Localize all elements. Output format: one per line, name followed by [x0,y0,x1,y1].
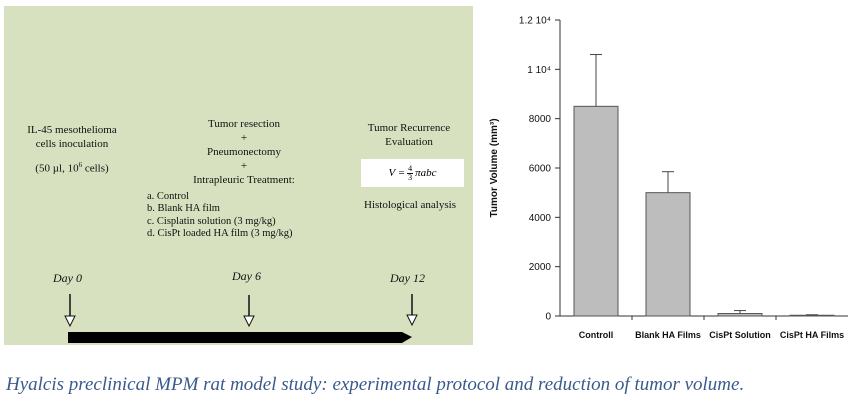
y-tick-label: 8000 [529,114,552,125]
y-tick-label: 2000 [529,262,552,273]
bar [645,192,691,317]
surgery-step: Tumor resection + Pneumonectomy + Intrap… [179,117,309,187]
figure-caption: Hyalcis preclinical MPM rat model study:… [6,374,745,395]
category-label: CisPt Solution [709,330,771,340]
y-axis-label: Tumor Volume (mm³) [489,118,500,217]
chart-panel: 0 2000 4000 6000 8000 1 10⁴ 1.2 10⁴ Tumor Volum… [478,6,852,345]
histology-label: Histological analysis [364,199,456,211]
day-6-label: Day 6 [232,269,261,283]
y-tick-label: 1 10⁴ [527,65,551,76]
y-tick-label: 4000 [529,213,552,224]
inoculation-line-1: IL-45 mesothelioma [27,124,117,136]
treatment-item: d. CisPt loaded HA film (3 mg/kg) [147,228,293,240]
evaluation-line-1: Tumor Recurrence [367,122,451,134]
category-label: Blank HA Films [635,330,701,340]
treatment-item: a. Control [147,191,189,202]
day-0-label: Day 0 [53,271,82,285]
day-12-label: Day 12 [390,271,425,285]
surgery-line: Pneumonectomy [207,146,281,158]
evaluation-step: Tumor Recurrence Evaluation [354,121,464,149]
y-tick-label: 0 [545,312,551,323]
surgery-line: Intrapleuric Treatment: [193,174,295,186]
category-label: CisPt HA Films [780,330,844,340]
y-tick-label: 1.2 10⁴ [519,16,551,27]
treatment-item: c. Cisplatin solution (3 mg/kg) [147,215,276,227]
evaluation-line-2: Evaluation [385,136,433,148]
tumor-volume-formula: V = 4 3 πabc [361,159,464,187]
bar-chart: 0 2000 4000 6000 8000 1 10⁴ 1.2 10⁴ Tumor Volum… [489,16,848,340]
surgery-line: Tumor resection [207,118,280,130]
bar [573,105,619,317]
inoculation-dose: (50 µl, 106 cells) [35,161,109,175]
surgery-line: + [240,132,248,144]
timeline-graphic [64,294,418,343]
bar [717,313,763,317]
formula-fraction: 4 3 [407,163,414,182]
treatment-list: a. Control b. Blank HA film c. Cisplatin… [147,191,347,241]
inoculation-step: IL-45 mesothelioma cells inoculation (50… [12,123,132,176]
day-12-arrow-icon [406,294,418,327]
timeline-bar [68,332,412,343]
day-6-arrow-icon [243,295,255,328]
category-label: Controll [579,330,614,340]
treatment-item: b. Blank HA film [147,203,220,215]
surgery-line: + [240,160,248,172]
bar [789,314,835,317]
inoculation-line-2: cells inoculation [35,138,109,150]
day-0-arrow-icon [64,294,76,328]
protocol-panel: IL-45 mesothelioma cells inoculation (50… [4,6,473,345]
y-tick-label: 6000 [529,164,552,175]
